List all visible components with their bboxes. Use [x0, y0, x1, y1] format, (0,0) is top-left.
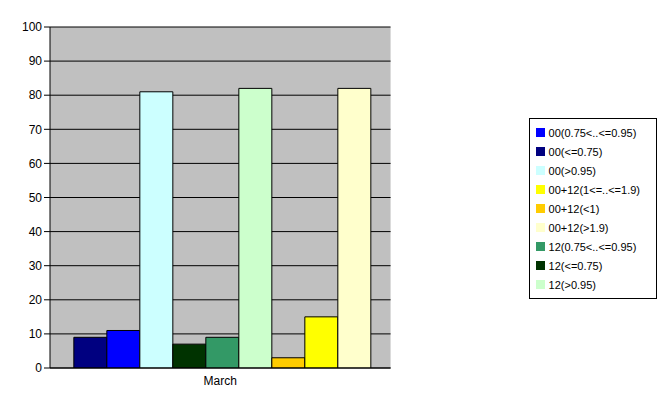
html-text:00+12(>1.9): 00+12(>1.9) [548, 221, 609, 234]
html-text:00+12(1<=..<=1.9): 00+12(1<=..<=1.9) [548, 183, 640, 196]
svg-text:80: 80 [29, 88, 43, 102]
svg-text:10: 10 [29, 327, 43, 341]
html-text:00(>0.95): 00(>0.95) [548, 164, 596, 177]
html-text:00(0.75<..<=0.95): 00(0.75<..<=0.95) [548, 126, 637, 139]
svg-text:30: 30 [29, 259, 43, 273]
svg-text:50: 50 [29, 191, 43, 205]
svg-text:100: 100 [22, 20, 42, 34]
svg-text:March: March [204, 374, 237, 388]
svg-text:90: 90 [29, 54, 43, 68]
svg-text:0: 0 [35, 361, 42, 375]
html-text:00(<=0.75): 00(<=0.75) [548, 145, 603, 158]
svg-text:20: 20 [29, 293, 43, 307]
svg-text:40: 40 [29, 225, 43, 239]
html-text:12(0.75<..<=0.95): 12(0.75<..<=0.95) [548, 240, 637, 253]
html-text:12(<=0.75): 12(<=0.75) [548, 259, 603, 272]
svg-text:60: 60 [29, 157, 43, 171]
svg-text:70: 70 [29, 123, 43, 137]
html-text:12(>0.95): 12(>0.95) [548, 278, 596, 291]
html-text:00+12(<1): 00+12(<1) [548, 202, 600, 215]
